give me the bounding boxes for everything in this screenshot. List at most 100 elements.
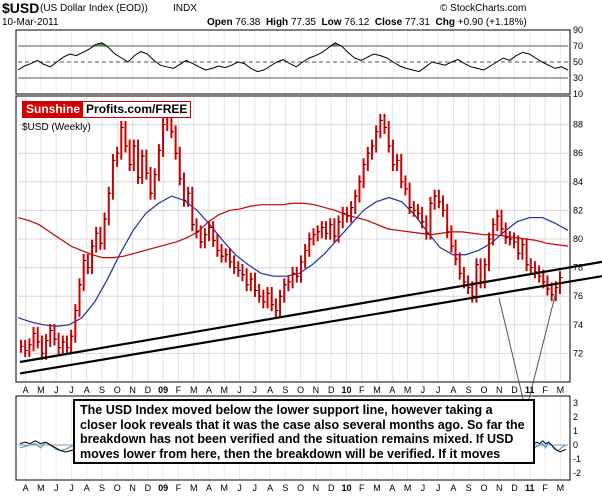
- price-x-tick-label: D: [145, 385, 152, 395]
- rsi-line: [17, 42, 569, 73]
- price-x-tick-label: 09: [158, 385, 168, 395]
- price-x-tick-label: J: [237, 385, 242, 395]
- lower-x-tick-label: D: [328, 483, 335, 493]
- price-x-tick-label: J: [421, 385, 426, 395]
- price-x-tick-label: M: [190, 385, 198, 395]
- logo-part1: Sunshine: [23, 102, 84, 117]
- price-x-tick-label: M: [37, 385, 45, 395]
- price-x-tick-label: D: [511, 385, 518, 395]
- price-x-tick-label: O: [480, 385, 487, 395]
- price-x-tick-label: O: [297, 385, 304, 395]
- lower-x-tick-label: A: [267, 483, 273, 493]
- price-x-tick-label: M: [221, 385, 229, 395]
- price-y-tick-label: 76: [573, 291, 583, 301]
- price-x-tick-label: O: [114, 385, 121, 395]
- lower-x-tick-label: J: [436, 483, 441, 493]
- lower-x-tick-label: D: [145, 483, 152, 493]
- price-x-tick-label: M: [373, 385, 381, 395]
- lower-x-tick-label: J: [69, 483, 74, 493]
- price-y-tick-label: 84: [573, 177, 583, 187]
- price-x-tick-label: A: [206, 385, 212, 395]
- sunshine-profits-logo: Sunshine Profits.com/FREE: [22, 101, 192, 118]
- lower-y-tick-label: -1: [573, 454, 581, 464]
- lower-x-tick-label: A: [389, 483, 395, 493]
- lower-x-tick-label: M: [37, 483, 45, 493]
- price-x-tick-label: J: [69, 385, 74, 395]
- header-symbol: $USD: [2, 0, 40, 16]
- header-copyright: © StockCharts.com: [440, 3, 527, 14]
- price-x-tick-label: A: [84, 385, 90, 395]
- lower-y-tick-label: -2: [573, 468, 581, 478]
- lower-x-tick-label: N: [313, 483, 320, 493]
- low-value: 76.12: [344, 17, 370, 28]
- close-value: 77.31: [404, 17, 430, 28]
- long-moving-average-line: [17, 202, 569, 259]
- lower-x-tick-label: F: [176, 483, 182, 493]
- low-label: Low: [321, 17, 342, 28]
- price-x-tick-label: F: [176, 385, 182, 395]
- lower-x-tick-label: N: [496, 483, 503, 493]
- price-x-tick-label: J: [436, 385, 441, 395]
- annotation-box: The USD Index moved below the lower supp…: [73, 399, 535, 464]
- lower-x-tick-label: A: [450, 483, 456, 493]
- lower-x-tick-label: 11: [525, 483, 535, 493]
- lower-x-tick-label: 10: [341, 483, 351, 493]
- lower-x-tick-label: D: [511, 483, 518, 493]
- pointer-line-left: [498, 297, 524, 400]
- lower-x-tick-label: A: [23, 483, 29, 493]
- support-line-lower: [19, 275, 602, 375]
- price-x-tick-label: A: [267, 385, 273, 395]
- lower-x-tick-label: O: [297, 483, 304, 493]
- price-x-tick-label: M: [404, 385, 412, 395]
- chg-value: +0.90 (+1.18%): [457, 17, 527, 28]
- price-panel-title: $USD (Weekly): [22, 122, 91, 133]
- price-x-tick-label: A: [389, 385, 395, 395]
- price-x-tick-label: J: [253, 385, 258, 395]
- lower-x-tick-label: N: [129, 483, 136, 493]
- header-date: 10-Mar-2011: [2, 17, 59, 28]
- pointer-line-right: [528, 291, 557, 400]
- price-x-tick-label: F: [542, 385, 548, 395]
- price-x-tick-label: N: [313, 385, 320, 395]
- lower-x-tick-label: F: [542, 483, 548, 493]
- lower-x-tick-label: 09: [158, 483, 168, 493]
- header-exchange: INDX: [173, 3, 197, 14]
- lower-x-tick-label: O: [480, 483, 487, 493]
- lower-x-tick-label: O: [114, 483, 121, 493]
- price-x-tick-label: D: [328, 385, 335, 395]
- lower-y-tick-label: 3: [573, 398, 578, 408]
- open-label: Open: [207, 17, 233, 28]
- price-y-tick-label: 88: [573, 120, 583, 130]
- price-x-tick-label: J: [54, 385, 59, 395]
- price-x-tick-label: A: [23, 385, 29, 395]
- lower-x-tick-label: M: [557, 483, 565, 493]
- lower-x-tick-label: J: [253, 483, 258, 493]
- lower-indicator-line-b: [19, 440, 77, 453]
- lower-x-tick-label: M: [373, 483, 381, 493]
- lower-x-tick-label: J: [237, 483, 242, 493]
- rsi-y-tick-label: 90: [573, 25, 583, 35]
- price-x-tick-label: S: [466, 385, 472, 395]
- price-y-tick-label: 86: [573, 148, 583, 158]
- high-value: 77.35: [290, 17, 316, 28]
- price-x-tick-label: S: [99, 385, 105, 395]
- close-label: Close: [374, 17, 403, 28]
- rsi-y-tick-label: 70: [573, 41, 583, 51]
- lower-x-tick-label: M: [190, 483, 198, 493]
- lower-x-tick-label: S: [99, 483, 105, 493]
- rsi-y-tick-label: 30: [573, 73, 583, 83]
- high-label: High: [265, 17, 289, 28]
- lower-x-tick-label: J: [54, 483, 59, 493]
- lower-x-tick-label: S: [466, 483, 472, 493]
- lower-indicator-line-b-right: [533, 440, 567, 453]
- price-y-tick-label: 82: [573, 205, 583, 215]
- price-x-tick-label: M: [557, 385, 565, 395]
- header-name: (US Dollar Index (EOD)): [40, 3, 148, 14]
- open-value: 76.38: [235, 17, 261, 28]
- chg-label: Chg: [435, 17, 455, 28]
- ohlc-readout: Open 76.38 High 77.35 Low 76.12 Close 77…: [207, 17, 527, 28]
- lower-y-tick-label: 2: [573, 412, 578, 422]
- rsi-y-tick-label: 50: [573, 57, 583, 67]
- price-x-tick-label: F: [359, 385, 365, 395]
- lower-x-tick-label: S: [282, 483, 288, 493]
